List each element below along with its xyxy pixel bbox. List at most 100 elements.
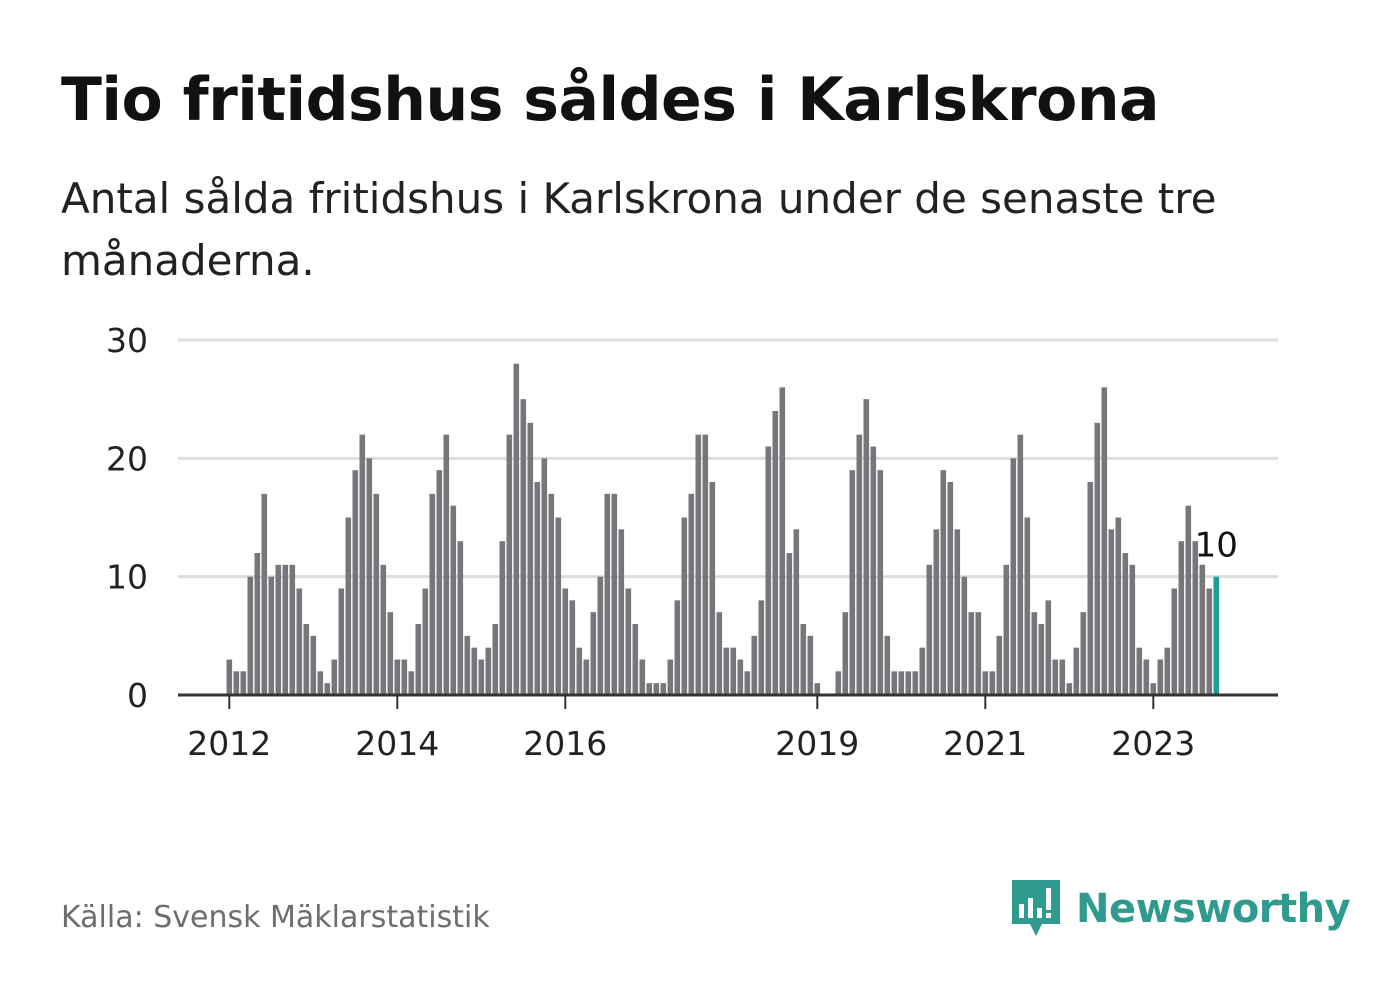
source-note: Källa: Svensk Mäklarstatistik: [61, 900, 490, 935]
bar: [870, 446, 877, 695]
bar: [527, 422, 534, 695]
bar: [779, 387, 786, 695]
bar: [716, 612, 723, 695]
x-tick-label: 2012: [187, 724, 271, 763]
bar: [1136, 647, 1143, 695]
bar: [961, 576, 968, 695]
bar: [534, 482, 541, 695]
bar: [1059, 659, 1066, 695]
bar: [352, 470, 359, 695]
bar: [674, 600, 681, 695]
bar: [1073, 647, 1080, 695]
bar: [513, 363, 520, 695]
bar: [408, 671, 415, 695]
bar: [226, 659, 233, 695]
bar: [702, 434, 709, 695]
x-tick-label: 2019: [775, 724, 859, 763]
y-tick-label: 0: [127, 676, 148, 715]
x-tick-label: 2014: [355, 724, 439, 763]
bar: [765, 446, 772, 695]
bar: [772, 411, 779, 695]
bar: [912, 671, 919, 695]
bar: [359, 434, 366, 695]
bar: [436, 470, 443, 695]
bar: [282, 564, 289, 695]
bar: [688, 493, 695, 695]
y-axis-tick-labels: 0 10 20 30: [106, 321, 148, 715]
bar: [891, 671, 898, 695]
bar: [247, 576, 254, 695]
brand-name: Newsworthy: [1076, 886, 1351, 932]
bar: [233, 671, 240, 695]
bar: [443, 434, 450, 695]
y-tick-label: 30: [106, 321, 148, 360]
bar: [1052, 659, 1059, 695]
bar: [730, 647, 737, 695]
bar: [695, 434, 702, 695]
bar: [387, 612, 394, 695]
bar: [618, 529, 625, 695]
bar: [471, 647, 478, 695]
bar: [548, 493, 555, 695]
bar: [296, 588, 303, 695]
bar: [863, 399, 870, 695]
bar: [555, 517, 562, 695]
bar: [261, 493, 268, 695]
bar: [611, 493, 618, 695]
brand[interactable]: Newsworthy: [1010, 878, 1351, 940]
bar: [667, 659, 674, 695]
bar: [814, 683, 821, 695]
bar: [653, 683, 660, 695]
bar: [625, 588, 632, 695]
bar: [1087, 482, 1094, 695]
x-tick-label: 2023: [1111, 724, 1195, 763]
bar: [800, 624, 807, 695]
bar: [1122, 553, 1129, 695]
bar: [345, 517, 352, 695]
bar: [786, 553, 793, 695]
bar: [394, 659, 401, 695]
bar: [632, 624, 639, 695]
chart-subtitle: Antal sålda fritidshus i Karlskrona unde…: [61, 174, 1217, 285]
bar: [1192, 541, 1199, 695]
bar: [1108, 529, 1115, 695]
bar: [254, 553, 261, 695]
bar: [562, 588, 569, 695]
bar: [660, 683, 667, 695]
bar: [450, 505, 457, 695]
bar: [1164, 647, 1171, 695]
bar-chart: 0 10 20 30 2012 2014 2016 2019 2021 2023 10: [106, 321, 1278, 763]
bar: [996, 635, 1003, 695]
bar: [926, 564, 933, 695]
bar: [464, 635, 471, 695]
bar: [457, 541, 464, 695]
bar: [478, 659, 485, 695]
bar: [1101, 387, 1108, 695]
bar: [737, 659, 744, 695]
bar: [933, 529, 940, 695]
bars: [226, 363, 1220, 695]
bar: [982, 671, 989, 695]
bar: [422, 588, 429, 695]
bar: [709, 482, 716, 695]
bar: [310, 635, 317, 695]
y-tick-label: 10: [106, 558, 148, 597]
bar: [947, 482, 954, 695]
bar: [1010, 458, 1017, 695]
bar: [905, 671, 912, 695]
bar: [919, 647, 926, 695]
bar: [744, 671, 751, 695]
x-axis-tick-labels: 2012 2014 2016 2019 2021 2023: [187, 724, 1195, 763]
bar: [415, 624, 422, 695]
bar: [1171, 588, 1178, 695]
bar: [520, 399, 527, 695]
bar: [324, 683, 331, 695]
bar: [751, 635, 758, 695]
bar: [1066, 683, 1073, 695]
x-tick-label: 2016: [523, 724, 607, 763]
bar: [835, 671, 842, 695]
bar: [597, 576, 604, 695]
bar: [338, 588, 345, 695]
bar: [401, 659, 408, 695]
bar: [590, 612, 597, 695]
